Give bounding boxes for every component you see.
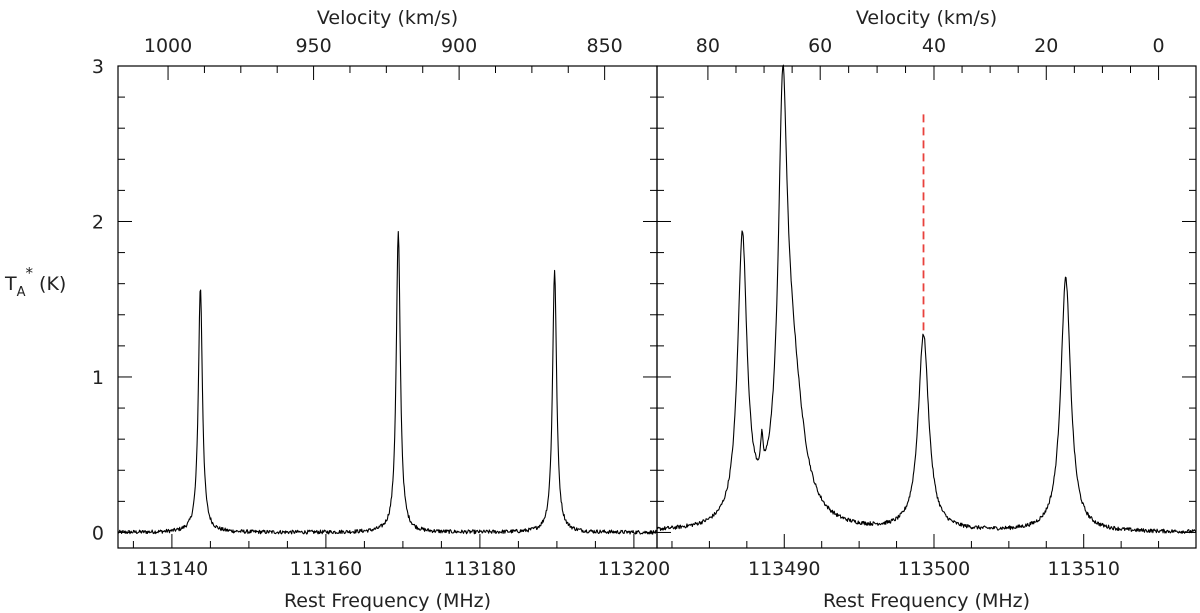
x-tick-label: 113510: [1047, 558, 1120, 580]
top-tick-label: 950: [295, 35, 331, 57]
y-label-sup: *: [26, 264, 34, 282]
top-tick-label: 20: [1034, 35, 1058, 57]
y-tick-label: 0: [92, 522, 104, 544]
y-label-main: T: [4, 273, 17, 295]
panels-group: 113140 113160 113180 113200 1000 950 900 850 0 1 2…: [92, 7, 1197, 612]
panel-2: 113490 113500 113510 80 60 40 20 0 Rest Frequenc…: [656, 7, 1197, 612]
spectrum-line: [656, 64, 1197, 534]
y-axis-label: TA* (K): [4, 264, 66, 300]
panel-1: 113140 113160 113180 113200 1000 950 900 850 0 1 2…: [92, 7, 670, 612]
panel-frame: [117, 65, 658, 549]
top-tick-label: 850: [587, 35, 623, 57]
top-axis-label: Velocity (km/s): [317, 7, 458, 29]
x-axis-label: Rest Frequency (MHz): [823, 590, 1030, 612]
top-tick-label: 40: [922, 35, 946, 57]
x-tick-label: 113200: [598, 558, 671, 580]
x-tick-label: 113500: [898, 558, 971, 580]
x-tick-label: 113160: [290, 558, 363, 580]
top-tick-label: 900: [441, 35, 477, 57]
spectrum-line: [117, 230, 658, 535]
top-tick-label: 0: [1153, 35, 1165, 57]
y-tick-label: 1: [92, 367, 104, 389]
panel-frame: [656, 65, 1197, 549]
y-label-sub: A: [17, 285, 26, 300]
top-tick-label: 80: [696, 35, 720, 57]
x-tick-label: 113490: [748, 558, 821, 580]
x-axis-label: Rest Frequency (MHz): [284, 590, 491, 612]
top-tick-label: 60: [808, 35, 832, 57]
y-tick-label: 3: [92, 56, 104, 78]
top-axis-label: Velocity (km/s): [856, 7, 997, 29]
y-tick-label: 2: [92, 211, 104, 233]
x-tick-label: 113140: [136, 558, 209, 580]
y-label-unit: (K): [33, 273, 66, 295]
x-tick-label: 113180: [444, 558, 517, 580]
top-tick-label: 1000: [144, 35, 192, 57]
